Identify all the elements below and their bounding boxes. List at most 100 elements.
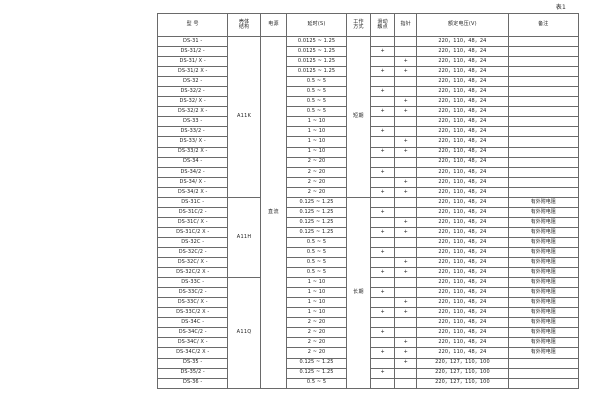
cell-rated-voltage: 220，110，48，24 — [416, 226, 509, 238]
cell-delay: 0.5 ~ 5 — [286, 267, 347, 279]
cell-remark: 有外附电阻 — [507, 206, 580, 218]
specification-table: 型 号 壳体 结构 电源 延时(S) 工作 方式 滑动 触点 指针 额定电压(V… — [156, 13, 580, 389]
cell-delay: 0.125 ~ 1.25 — [286, 367, 347, 379]
cell-remark: 有外附电阻 — [507, 216, 580, 228]
cell-pointer: + — [394, 347, 418, 359]
cell-pointer: + — [394, 146, 418, 158]
header-slide-contact: 滑动 触点 — [370, 13, 396, 37]
cell-pointer: + — [394, 66, 418, 78]
header-slide-line1: 滑动 — [377, 18, 388, 25]
cell-delay: 1 ~ 10 — [286, 116, 347, 128]
cell-slide-contact — [370, 236, 396, 248]
header-remark: 备注 — [507, 13, 580, 37]
cell-remark — [507, 86, 580, 98]
cell-rated-voltage: 220，110，48，24 — [416, 96, 509, 108]
cell-remark: 有外附电阻 — [507, 246, 580, 259]
cell-pointer — [394, 35, 418, 48]
table-row: DS-36 - 0.5 ~ 5 220，127，110，100 — [156, 377, 580, 389]
cell-model: DS-32C - — [156, 236, 229, 248]
cell-pointer: + — [394, 136, 418, 148]
cell-delay: 0.5 ~ 5 — [286, 377, 347, 389]
cell-pointer — [394, 126, 418, 138]
cell-slide-contact: + — [370, 367, 396, 379]
cell-model: DS-33/2 X - — [156, 146, 229, 158]
table-row: DS-34C/2 X - 2 ~ 20 + +220，110，48，24 有外附电阻 — [156, 347, 580, 359]
cell-pointer — [394, 246, 418, 259]
cell-remark: 有外附电阻 — [507, 257, 580, 269]
cell-model: DS-35/2 - — [156, 367, 229, 379]
cell-pointer — [394, 277, 418, 289]
cell-remark — [507, 156, 580, 168]
cell-rated-voltage: 220，127，110，100 — [416, 367, 509, 379]
cell-pointer — [394, 156, 418, 168]
cell-model: DS-34/2 - — [156, 166, 229, 178]
cell-model: DS-31C/2 X - — [156, 226, 229, 238]
cell-rated-voltage: 220，110，48，24 — [416, 116, 509, 128]
cell-remark: 有外附电阻 — [507, 327, 580, 339]
cell-work-mode: 短期 — [345, 36, 372, 198]
cell-slide-contact: + — [370, 327, 396, 339]
cell-slide-contact: + — [370, 267, 396, 279]
cell-pointer: + — [394, 226, 418, 238]
cell-slide-contact — [370, 257, 396, 269]
cell-slide-contact — [370, 216, 396, 228]
cell-slide-contact: + — [370, 307, 396, 319]
cell-delay: 0.5 ~ 5 — [286, 96, 347, 108]
cell-slide-contact: + — [370, 106, 396, 118]
cell-model: DS-33C - — [156, 277, 229, 289]
header-work-mode: 工作 方式 — [345, 13, 372, 37]
cell-delay: 1 ~ 10 — [286, 126, 347, 138]
cell-pointer — [394, 196, 418, 208]
cell-rated-voltage: 220，127，110，100 — [416, 377, 509, 389]
header-shell-structure: 壳体 结构 — [227, 13, 261, 37]
table-row: DS-31/2 - 0.0125 ~ 1.25 +220，110，48，24 — [156, 46, 580, 58]
cell-rated-voltage: 220，110，48，24 — [416, 176, 509, 188]
cell-remark — [507, 186, 580, 198]
cell-rated-voltage: 220，110，48，24 — [416, 106, 509, 118]
cell-remark — [507, 377, 580, 389]
cell-rated-voltage: 220，110，48，24 — [416, 246, 509, 259]
table-body: DS-31 - A11K 直流 0.0125 ~ 1.25 短期 220，110，48，2… — [156, 35, 580, 389]
cell-rated-voltage: 220，110，48，24 — [416, 347, 509, 359]
cell-pointer: + — [394, 357, 418, 369]
cell-delay: 2 ~ 20 — [286, 176, 347, 188]
cell-slide-contact — [370, 116, 396, 128]
cell-delay: 1 ~ 10 — [286, 146, 347, 158]
cell-remark: 有外附电阻 — [507, 317, 580, 329]
cell-pointer — [394, 46, 418, 58]
cell-pointer — [394, 76, 418, 88]
cell-slide-contact — [370, 136, 396, 148]
cell-delay: 0.125 ~ 1.25 — [286, 216, 347, 228]
cell-delay: 2 ~ 20 — [286, 337, 347, 349]
cell-delay: 0.5 ~ 5 — [286, 76, 347, 88]
cell-delay: 2 ~ 20 — [286, 156, 347, 168]
cell-delay: 1 ~ 10 — [286, 277, 347, 289]
cell-delay: 0.0125 ~ 1.25 — [286, 46, 347, 58]
cell-delay: 0.125 ~ 1.25 — [286, 206, 347, 218]
table-header: 型 号 壳体 结构 电源 延时(S) 工作 方式 滑动 触点 指针 额定电压(V… — [156, 13, 580, 37]
cell-pointer — [394, 287, 418, 299]
cell-remark — [507, 146, 580, 158]
cell-delay: 2 ~ 20 — [286, 347, 347, 359]
header-pointer: 指针 — [394, 13, 418, 37]
cell-remark — [507, 357, 580, 369]
table-row: DS-32 - 0.5 ~ 5 220，110，48，24 — [156, 76, 580, 88]
cell-delay: 0.0125 ~ 1.25 — [286, 66, 347, 78]
cell-model: DS-31C/ X - — [156, 216, 229, 228]
cell-model: DS-33C/2 X - — [156, 307, 229, 319]
cell-slide-contact: + — [370, 126, 396, 138]
header-shell-line2: 结构 — [238, 24, 250, 30]
cell-slide-contact — [370, 156, 396, 168]
cell-remark — [507, 96, 580, 108]
cell-pointer — [394, 317, 418, 329]
cell-pointer: + — [394, 176, 418, 188]
cell-slide-contact: + — [370, 347, 396, 359]
cell-model: DS-33/ X - — [156, 136, 229, 148]
cell-remark: 有外附电阻 — [507, 337, 580, 349]
cell-delay: 0.125 ~ 1.25 — [286, 196, 347, 208]
cell-pointer — [394, 86, 418, 98]
cell-pointer — [394, 377, 418, 389]
cell-slide-contact — [370, 277, 396, 289]
cell-rated-voltage: 220，110，48，24 — [416, 267, 509, 279]
cell-remark: 有外附电阻 — [507, 347, 580, 359]
